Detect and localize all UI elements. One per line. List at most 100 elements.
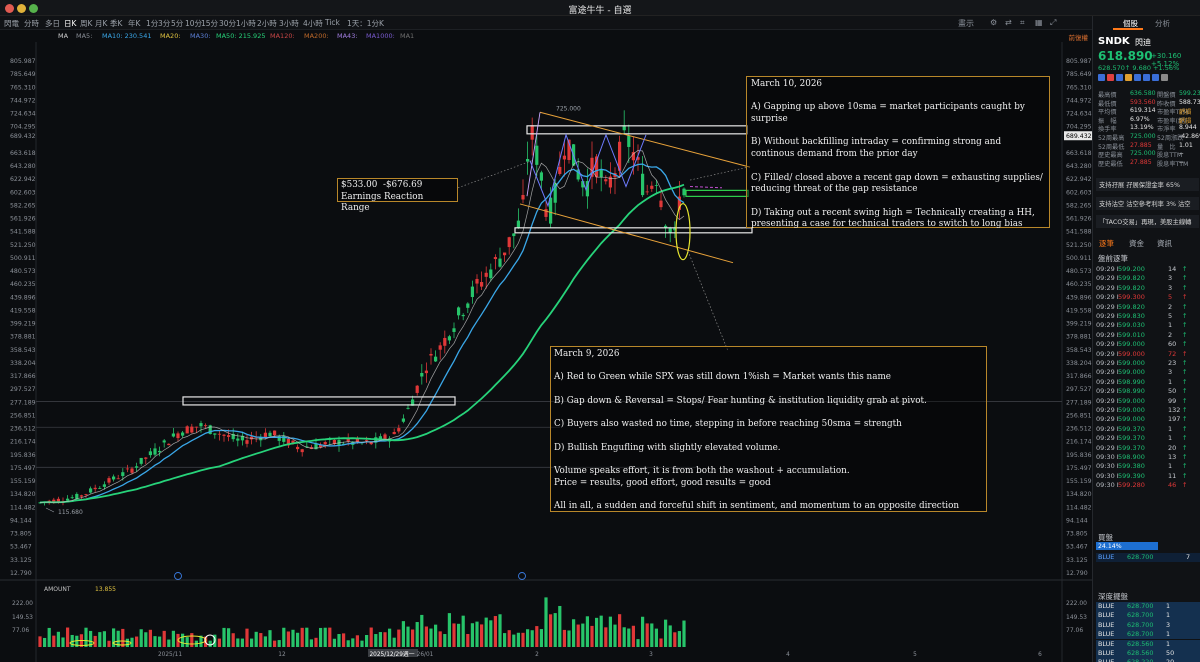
volume-bar — [507, 630, 511, 647]
fullscreen-icon[interactable]: ⤢ — [1050, 18, 1057, 27]
timeframe-0[interactable]: 閃電 — [4, 19, 19, 28]
timeframe-4[interactable]: 周K — [80, 19, 93, 28]
depth-cell: BLUE — [1098, 630, 1115, 639]
indicator-1[interactable]: MA10: 230.541 — [102, 32, 152, 40]
detail-tab-2[interactable]: 資訊 — [1157, 239, 1172, 248]
minimize-window-icon[interactable] — [17, 4, 26, 13]
indicator-8[interactable]: MA1000: — [366, 32, 395, 40]
timeframe-3[interactable]: 日K — [64, 19, 77, 28]
trade-row: 09:30 I 598.900 13 ↑ — [1096, 453, 1200, 462]
trade-cell: 46 — [1168, 481, 1177, 490]
best-bid-row: BLUE 628.700 7 — [1096, 553, 1200, 563]
volume-bar — [438, 631, 442, 647]
candlestick-chart[interactable]: 805.987 805.987 785.649 785.649 765.310 765.3… — [0, 42, 1092, 662]
indicator-main-label[interactable]: MA — [58, 32, 69, 40]
trade-arrow-icon: ↑ — [1182, 293, 1188, 302]
volume-bar — [116, 630, 120, 647]
price-axis-left-20: 399.219 — [10, 321, 36, 328]
candle-body — [369, 441, 373, 445]
volume-bar — [581, 623, 585, 647]
indicator-9[interactable]: MA1 — [400, 32, 415, 40]
stat-label: 52周最高 — [1098, 135, 1125, 142]
candle-body — [645, 191, 649, 193]
trade-row: 09:29 I 599.030 1 ↑ — [1096, 321, 1200, 330]
adjustment-label[interactable]: 前復權 — [1068, 34, 1089, 42]
trade-cell: 599.000 — [1118, 349, 1145, 358]
indicator-7[interactable]: MA43: — [337, 32, 358, 40]
price-axis-right-19: 419.558 — [1066, 307, 1092, 314]
timeframe-toolbar: 閃電 分時 多日 日K 周K 月K 季K 年K 1分 3分 5分 10分 15分 30分 1小時 2小時 3小時… — [0, 16, 1092, 30]
info-banner[interactable]: 支持孖展 孖展保證金率 65% — [1096, 178, 1199, 191]
trade-cell: 132 — [1168, 406, 1181, 414]
volume-bar — [627, 628, 631, 647]
indicator-6[interactable]: MA200: — [304, 32, 329, 40]
low-label: 115.680 — [58, 509, 83, 516]
volume-bar — [158, 636, 162, 647]
maximize-window-icon[interactable] — [29, 4, 38, 13]
upper-channel-line — [539, 111, 751, 168]
timeframe-14[interactable]: 1小時 — [236, 19, 256, 28]
trade-arrow-icon: ↑ — [1182, 368, 1188, 377]
info-banner[interactable]: 支持沽空 沽空參考利率 3% 沽空 — [1096, 197, 1199, 210]
date-axis-4: 2 — [535, 652, 539, 658]
timeframe-1[interactable]: 分時 — [24, 19, 39, 28]
timeframe-2[interactable]: 多日 — [45, 19, 60, 28]
tab-analysis[interactable]: 分析 — [1155, 19, 1170, 28]
timeframe-18[interactable]: Tick — [325, 18, 340, 27]
trade-arrow-icon: ↑ — [1182, 434, 1188, 443]
trade-cell: 09:29 I — [1096, 415, 1119, 424]
indicator-2[interactable]: MA20: — [160, 32, 181, 40]
volume-bar — [622, 627, 626, 647]
close-window-icon[interactable] — [5, 4, 14, 13]
indicator-0[interactable]: MA5: — [76, 32, 93, 40]
timeframe-10[interactable]: 5分 — [171, 19, 184, 28]
trade-cell: 599.280 — [1118, 481, 1145, 490]
detail-tab-0[interactable]: 逐筆 — [1099, 239, 1114, 248]
trade-cell: 599.000 — [1118, 359, 1145, 367]
timeframe-7[interactable]: 年K — [128, 19, 141, 28]
date-axis-2: 2025/12/29週一 — [369, 650, 414, 658]
timeframe-13[interactable]: 30分 — [219, 19, 237, 28]
trade-row: 09:29 I 599.010 2 ↑ — [1096, 331, 1200, 340]
draw-tools-button[interactable]: 畫示 — [958, 19, 974, 28]
stat-value: 725.000 — [1130, 133, 1156, 140]
timeframe-15[interactable]: 2小時 — [257, 19, 277, 28]
timeframe-9[interactable]: 3分 — [158, 19, 171, 28]
volume-bar — [332, 638, 336, 647]
timeframe-16[interactable]: 3小時 — [279, 19, 299, 28]
trade-cell: 09:29 I — [1096, 387, 1119, 396]
compare-icon[interactable]: ⇄ — [1005, 18, 1012, 27]
trade-row: 09:29 I 599.370 1 ↑ — [1096, 434, 1200, 443]
settings-icon[interactable]: ⚙ — [990, 18, 998, 27]
info-banner[interactable]: 「TACO交易」再現，美股主線轉 — [1096, 215, 1199, 228]
screenshot-icon[interactable]: ⌗ — [1020, 18, 1025, 27]
price-axis-left-0: 805.987 — [10, 58, 36, 65]
volume-bar — [544, 597, 548, 647]
indicator-3[interactable]: MA30: — [190, 32, 211, 40]
timeframe-19[interactable]: 1天：1分K — [347, 19, 384, 28]
volume-bar — [355, 635, 359, 647]
price-chart[interactable]: 805.987 805.987 785.649 785.649 765.310 765.3… — [0, 42, 1092, 662]
layout-icon[interactable]: ▦ — [1035, 18, 1043, 27]
volume-bar — [130, 637, 134, 647]
indicator-4[interactable]: MA50: 215.925 — [216, 32, 266, 40]
timeframe-5[interactable]: 月K — [95, 19, 108, 28]
trade-cell: 50 — [1168, 387, 1177, 396]
trade-arrow-icon: ↑ — [1182, 462, 1188, 471]
indicator-5[interactable]: MA120: — [270, 32, 295, 40]
timeframe-8[interactable]: 1分 — [146, 19, 159, 28]
trade-cell: 09:29 I — [1096, 396, 1119, 405]
timeframe-12[interactable]: 15分 — [201, 19, 219, 28]
candle-body — [167, 443, 171, 446]
tab-stock[interactable]: 個股 — [1123, 19, 1138, 28]
trade-cell: 72 — [1168, 349, 1177, 358]
trade-arrow-icon: ↑ — [1182, 471, 1188, 480]
volume-bar — [664, 619, 668, 647]
price-axis-left-28: 236.512 — [10, 426, 36, 433]
detail-tab-1[interactable]: 資金 — [1129, 239, 1144, 248]
timeframe-6[interactable]: 季K — [110, 19, 123, 28]
timeframe-11[interactable]: 10分 — [185, 19, 203, 28]
timeframe-17[interactable]: 4小時 — [303, 19, 323, 28]
volume-bar — [447, 613, 451, 647]
price-axis-right-31: 175.497 — [1066, 465, 1092, 472]
